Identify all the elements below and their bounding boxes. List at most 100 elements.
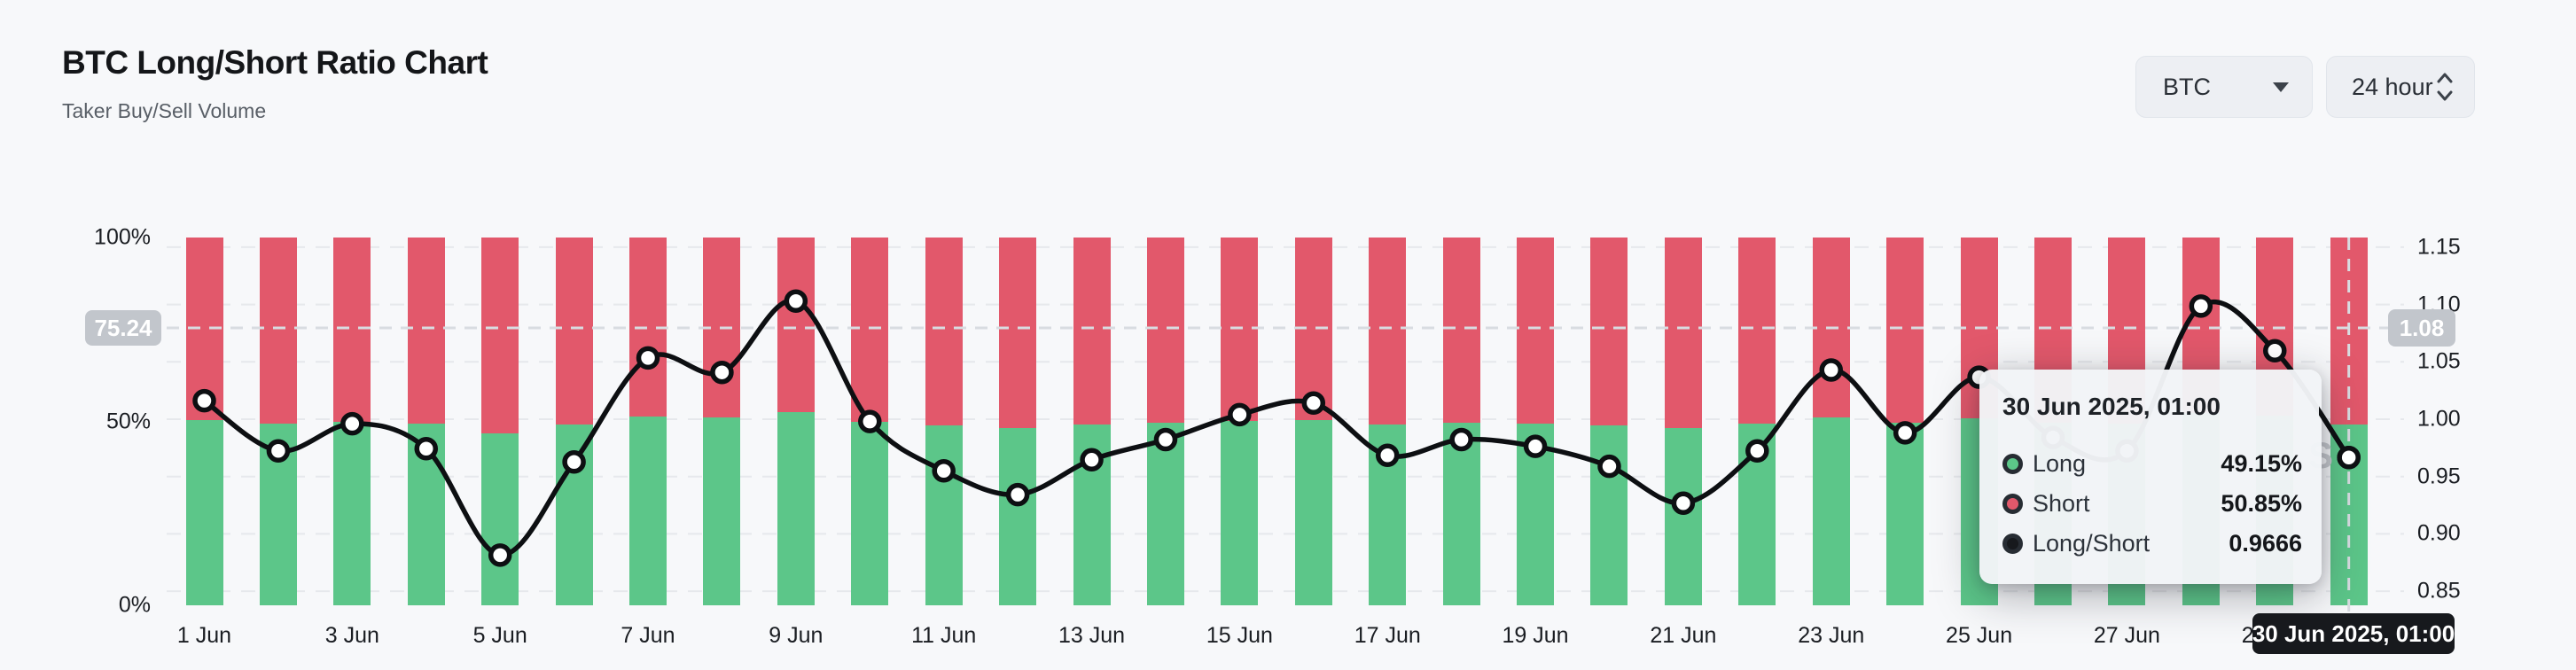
ratio-point-6-Jun[interactable] — [562, 450, 586, 474]
chart-tooltip: 30 Jun 2025, 01:00 Long 49.15% Short 50.… — [1979, 370, 2322, 584]
ratio-point-16-Jun[interactable] — [1301, 391, 1326, 416]
bar-short-6-Jun[interactable] — [555, 238, 593, 425]
bar-short-11-Jun[interactable] — [925, 238, 963, 426]
ratio-point-18-Jun[interactable] — [1449, 427, 1473, 452]
ratio-point-2-Jun[interactable] — [266, 439, 291, 463]
x-axis-tick: 13 Jun — [1058, 623, 1126, 648]
bar-short-21-Jun[interactable] — [1664, 238, 1702, 429]
tooltip-label: Long/Short — [2033, 530, 2151, 557]
long-marker-icon — [2002, 454, 2023, 474]
tooltip-value: 50.85% — [2221, 490, 2302, 517]
x-axis-tick: 1 Jun — [176, 623, 232, 648]
ratio-point-20-Jun[interactable] — [1597, 454, 1621, 479]
tooltip-row-ratio: Long/Short 0.9666 — [2002, 524, 2302, 564]
bar-short-3-Jun[interactable] — [333, 238, 371, 422]
bar-short-5-Jun[interactable] — [481, 238, 519, 433]
hovered-ratio-point[interactable] — [2337, 445, 2361, 470]
ratio-point-15-Jun[interactable] — [1228, 402, 1252, 427]
ratio-point-14-Jun[interactable] — [1153, 427, 1178, 452]
ratio-point-23-Jun[interactable] — [1819, 358, 1843, 382]
bar-short-9-Jun[interactable] — [777, 238, 815, 413]
ratio-point-28-Jun[interactable] — [2189, 294, 2213, 318]
right-axis-tick: 0.85 — [2417, 578, 2461, 604]
bar-long-21-Jun[interactable] — [1664, 428, 1702, 605]
bar-long-10-Jun[interactable] — [851, 421, 889, 605]
page-subtitle: Taker Buy/Sell Volume — [62, 99, 267, 122]
ratio-point-9-Jun[interactable] — [784, 289, 808, 313]
bar-long-9-Jun[interactable] — [777, 412, 815, 605]
x-axis-tick: 19 Jun — [1502, 623, 1569, 648]
left-axis-tick: 50% — [105, 409, 151, 433]
bar-long-1-Jun[interactable] — [185, 419, 223, 605]
ratio-point-3-Jun[interactable] — [340, 411, 364, 436]
x-axis-tick: 23 Jun — [1798, 623, 1865, 648]
bar-long-11-Jun[interactable] — [925, 425, 963, 605]
bar-long-15-Jun[interactable] — [1221, 421, 1259, 605]
bar-short-12-Jun[interactable] — [999, 238, 1037, 428]
ratio-point-10-Jun[interactable] — [858, 409, 882, 433]
bar-short-24-Jun[interactable] — [1886, 238, 1924, 423]
interval-select-value: 24 hour — [2352, 73, 2433, 100]
ratio-point-11-Jun[interactable] — [932, 458, 956, 483]
right-axis-tick: 1.05 — [2417, 348, 2461, 374]
bar-short-18-Jun[interactable] — [1442, 238, 1480, 424]
bar-short-14-Jun[interactable] — [1146, 238, 1184, 424]
bar-long-5-Jun[interactable] — [481, 432, 519, 605]
ratio-point-29-Jun[interactable] — [2263, 339, 2287, 362]
tooltip-value: 0.9666 — [2229, 530, 2302, 557]
bar-short-2-Jun[interactable] — [259, 238, 297, 425]
bar-short-10-Jun[interactable] — [851, 238, 889, 422]
bar-short-22-Jun[interactable] — [1738, 238, 1776, 425]
left-axis-tick: 100% — [94, 224, 151, 250]
bar-long-23-Jun[interactable] — [1812, 417, 1850, 605]
bar-long-18-Jun[interactable] — [1442, 423, 1480, 605]
up-down-chevrons-icon — [2435, 69, 2455, 105]
x-axis-tick: 3 Jun — [324, 623, 379, 648]
tooltip-row-long: Long 49.15% — [2002, 444, 2302, 484]
ratio-point-17-Jun[interactable] — [1375, 443, 1400, 468]
ratio-point-8-Jun[interactable] — [710, 360, 734, 385]
right-axis-tick: 1.00 — [2417, 406, 2461, 432]
bar-long-24-Jun[interactable] — [1886, 422, 1924, 605]
ratio-point-4-Jun[interactable] — [414, 437, 439, 461]
ratio-point-1-Jun[interactable] — [192, 388, 216, 413]
symbol-select[interactable]: BTC — [2135, 56, 2313, 118]
short-marker-icon — [2002, 494, 2023, 514]
bar-short-17-Jun[interactable] — [1369, 238, 1407, 425]
bar-long-8-Jun[interactable] — [703, 417, 741, 605]
bar-short-19-Jun[interactable] — [1517, 238, 1555, 424]
crosshair-date-badge: 30 Jun 2025, 01:00 — [2252, 613, 2455, 654]
ratio-point-12-Jun[interactable] — [1005, 482, 1030, 507]
bar-long-3-Jun[interactable] — [333, 421, 371, 605]
bar-short-13-Jun[interactable] — [1073, 238, 1111, 425]
bar-long-16-Jun[interactable] — [1294, 420, 1332, 605]
x-axis-tick: 21 Jun — [1650, 623, 1717, 648]
right-axis-tick: 1.15 — [2417, 234, 2461, 260]
bar-long-14-Jun[interactable] — [1146, 423, 1184, 605]
ratio-point-19-Jun[interactable] — [1523, 434, 1548, 458]
bar-short-20-Jun[interactable] — [1590, 238, 1628, 425]
tooltip-date: 30 Jun 2025, 01:00 — [2002, 393, 2221, 420]
x-axis-tick: 5 Jun — [472, 623, 527, 648]
ratio-point-5-Jun[interactable] — [488, 543, 512, 567]
bar-long-12-Jun[interactable] — [999, 427, 1037, 605]
ratio-point-7-Jun[interactable] — [636, 346, 660, 370]
ratio-point-24-Jun[interactable] — [1893, 421, 1917, 445]
interval-select[interactable]: 24 hour — [2326, 56, 2475, 118]
ratio-point-21-Jun[interactable] — [1671, 491, 1696, 515]
left-axis-crosshair-badge: 75.24 — [85, 310, 161, 346]
tooltip-row-short: Short 50.85% — [2002, 484, 2302, 524]
x-axis-tick: 27 Jun — [2093, 623, 2160, 648]
ratio-point-13-Jun[interactable] — [1080, 448, 1104, 472]
bar-short-4-Jun[interactable] — [407, 238, 445, 425]
x-axis-tick: 7 Jun — [621, 623, 675, 648]
x-axis-tick: 15 Jun — [1206, 623, 1273, 648]
x-axis-tick: 25 Jun — [1946, 623, 2013, 648]
ratio-point-22-Jun[interactable] — [1745, 439, 1769, 463]
bar-long-7-Jun[interactable] — [629, 417, 667, 605]
bar-short-15-Jun[interactable] — [1221, 238, 1259, 422]
page-title: BTC Long/Short Ratio Chart — [62, 44, 488, 81]
ratio-marker-icon — [2002, 534, 2023, 554]
left-axis-tick: 0% — [118, 592, 151, 618]
